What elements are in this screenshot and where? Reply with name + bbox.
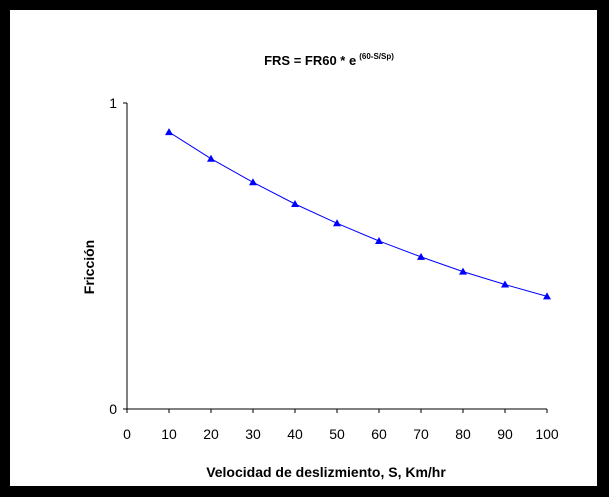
x-tick-label: 0 bbox=[123, 426, 131, 442]
chart-title: FRS = FR60 * e (60-S/Sp) bbox=[264, 52, 394, 68]
x-tick-label: 70 bbox=[413, 426, 429, 442]
data-point-marker bbox=[543, 292, 551, 300]
x-tick-label: 20 bbox=[203, 426, 219, 442]
x-tick-label: 60 bbox=[371, 426, 387, 442]
data-point-marker bbox=[207, 154, 215, 162]
chart-title-superscript: (60-S/Sp) bbox=[359, 52, 394, 61]
series-layer bbox=[165, 128, 551, 300]
data-point-marker bbox=[333, 219, 341, 227]
x-tick-label: 90 bbox=[497, 426, 513, 442]
data-point-marker bbox=[459, 267, 467, 275]
axes bbox=[123, 102, 548, 413]
y-axis-title: Fricción bbox=[81, 240, 97, 294]
x-tick-label: 80 bbox=[455, 426, 471, 442]
chart-title-main: FRS = FR60 * e bbox=[264, 53, 356, 68]
data-point-marker bbox=[291, 199, 299, 207]
y-tick-label: 1 bbox=[109, 95, 117, 111]
y-tick-label: 0 bbox=[109, 401, 117, 417]
data-point-marker bbox=[417, 252, 425, 260]
x-axis-title: Velocidad de deslizmiento, S, Km/hr bbox=[206, 464, 446, 480]
tick-labels: 0 10 20 30 40 50 60 70 80 90 100 0 1 bbox=[109, 95, 559, 442]
data-point-marker bbox=[501, 280, 509, 288]
x-tick-label: 10 bbox=[161, 426, 177, 442]
x-tick-label: 40 bbox=[287, 426, 303, 442]
line-chart: FRS = FR60 * e (60-S/Sp) 0 10 20 30 40 50 60 70 8… bbox=[81, 52, 559, 480]
x-tick-label: 50 bbox=[329, 426, 345, 442]
x-tick-label: 100 bbox=[535, 426, 559, 442]
data-point-marker bbox=[375, 237, 383, 245]
data-point-marker bbox=[249, 178, 257, 186]
chart-panel: FRS = FR60 * e (60-S/Sp) 0 10 20 30 40 50 60 70 8… bbox=[10, 10, 597, 486]
data-point-marker bbox=[165, 128, 173, 136]
series-line bbox=[168, 131, 548, 297]
x-tick-label: 30 bbox=[245, 426, 261, 442]
